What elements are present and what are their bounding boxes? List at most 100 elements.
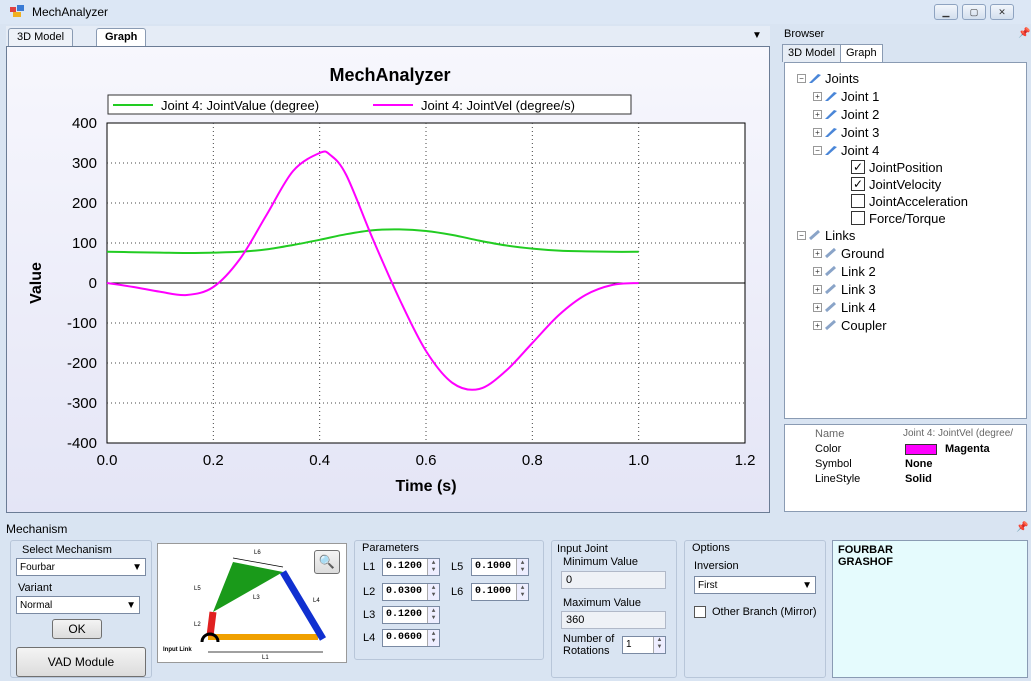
tree-node-link-4[interactable]: + Link 4 <box>813 298 876 316</box>
y-tick-label: -100 <box>67 315 97 332</box>
joint-icon <box>825 110 837 119</box>
browser-tab-3d-model[interactable]: 3D Model <box>782 44 842 62</box>
param-l6-input[interactable]: 0.1000 ▲ ▼ <box>471 583 529 601</box>
param-l3-label: L3 <box>363 609 376 621</box>
x-tick-label: 0.6 <box>416 452 437 469</box>
joint-position-checkbox[interactable]: ✓ <box>851 160 865 174</box>
spinner-icon[interactable]: ▲ ▼ <box>427 559 439 575</box>
rotations-label-line1: Number of <box>563 633 615 645</box>
diagram-label-l5: L5 <box>194 586 201 592</box>
force-torque-checkbox[interactable] <box>851 211 865 225</box>
param-l5-input[interactable]: 0.1000 ▲ ▼ <box>471 558 529 576</box>
variant-label: Variant <box>18 582 53 594</box>
param-l4-input[interactable]: 0.0600 ▲ ▼ <box>382 629 440 647</box>
tree-node-joint-3[interactable]: + Joint 3 <box>813 123 879 141</box>
expand-icon[interactable]: + <box>813 320 822 330</box>
mechanism-result-box: FOURBAR GRASHOF <box>832 540 1028 678</box>
inversion-label: Inversion <box>694 560 739 572</box>
spinner-icon[interactable]: ▲ ▼ <box>516 559 528 575</box>
tree-node-joint-2[interactable]: + Joint 2 <box>813 105 879 123</box>
rocker-link <box>279 570 327 641</box>
diagram-label-l2: L2 <box>194 622 201 628</box>
title-bar <box>0 0 1031 24</box>
tree-node-links[interactable]: − Links <box>797 226 855 244</box>
minimize-button[interactable]: ▁ <box>934 4 958 20</box>
expand-icon[interactable]: + <box>813 109 822 119</box>
legend-label-0: Joint 4: JointValue (degree) <box>161 98 319 113</box>
expand-icon[interactable]: + <box>813 302 822 312</box>
tab-3d-model[interactable]: 3D Model <box>8 28 74 46</box>
tree-node-joint-4[interactable]: − Joint 4 <box>813 141 879 159</box>
chevron-down-icon: ▼ <box>132 561 142 573</box>
tree-node-joint-velocity[interactable]: ✓ JointVelocity <box>851 176 942 192</box>
tree-node-ground[interactable]: + Ground <box>813 244 884 262</box>
tree-node-joints[interactable]: − Joints <box>797 69 859 87</box>
graph-panel: MechAnalyzer Joint 4: JointValue (degree)… <box>6 46 770 513</box>
browser-title: Browser <box>784 28 825 40</box>
x-tick-label: 1.2 <box>735 452 756 469</box>
spinner-icon[interactable]: ▲ ▼ <box>427 584 439 600</box>
tree-node-force-torque[interactable]: Force/Torque <box>851 209 946 227</box>
y-axis-label: Value <box>28 262 45 304</box>
y-tick-label: 300 <box>72 155 97 172</box>
expand-icon[interactable]: + <box>813 91 822 101</box>
property-row-color[interactable]: Color Magenta <box>815 443 990 455</box>
expand-icon[interactable]: + <box>813 127 822 137</box>
close-button[interactable]: ✕ <box>990 4 1014 20</box>
tree-node-link-3[interactable]: + Link 3 <box>813 280 876 298</box>
rotations-label-line2: Rotations <box>563 645 610 657</box>
tree-node-joint-1[interactable]: + Joint 1 <box>813 87 879 105</box>
tree-node-link-2[interactable]: + Link 2 <box>813 262 876 280</box>
spinner-icon[interactable]: ▲ ▼ <box>653 637 665 653</box>
window-title: MechAnalyzer <box>32 5 109 19</box>
tree-node-joint-acceleration[interactable]: JointAcceleration <box>851 192 968 210</box>
chart-legend-box <box>107 94 632 115</box>
joint-velocity-checkbox[interactable]: ✓ <box>851 177 865 191</box>
minimum-value-field[interactable]: 0 <box>561 571 666 589</box>
rotations-input[interactable]: 1 ▲ ▼ <box>622 636 666 654</box>
pin-icon[interactable]: 📌 <box>1018 28 1031 39</box>
diagram-label-l6: L6 <box>254 550 261 556</box>
param-l1-input[interactable]: 0.1200 ▲ ▼ <box>382 558 440 576</box>
link-icon <box>825 283 836 295</box>
parameters-title: Parameters <box>362 542 419 554</box>
spinner-icon[interactable]: ▲ ▼ <box>427 607 439 623</box>
vad-module-button[interactable]: VAD Module <box>16 647 146 677</box>
zoom-in-icon[interactable]: 🔍 <box>314 550 340 574</box>
expand-icon[interactable]: + <box>813 266 822 276</box>
property-grid: Name Joint 4: JointVel (degree/ Color Mage… <box>784 424 1027 512</box>
spinner-icon[interactable]: ▲ ▼ <box>427 630 439 646</box>
mechanism-select[interactable]: Fourbar ▼ <box>16 558 146 576</box>
param-l3-input[interactable]: 0.1200 ▲ ▼ <box>382 606 440 624</box>
app-icon <box>10 5 24 17</box>
pin-icon[interactable]: 📌 <box>1016 522 1029 533</box>
browser-tab-graph[interactable]: Graph <box>840 44 883 62</box>
collapse-icon[interactable]: − <box>797 230 806 240</box>
inversion-select[interactable]: First ▼ <box>694 576 816 594</box>
other-branch-checkbox[interactable] <box>694 606 706 618</box>
maximum-value-field[interactable]: 360 <box>561 611 666 629</box>
maximize-button[interactable]: ▢ <box>962 4 986 20</box>
expand-icon[interactable]: + <box>813 248 822 258</box>
expand-icon[interactable]: + <box>813 284 822 294</box>
property-row-name[interactable]: Name Joint 4: JointVel (degree/ <box>815 428 1014 440</box>
spinner-icon[interactable]: ▲ ▼ <box>516 584 528 600</box>
tab-graph[interactable]: Graph <box>96 28 147 46</box>
ok-button[interactable]: OK <box>52 619 102 639</box>
collapse-icon[interactable]: − <box>797 73 806 83</box>
tree-node-coupler[interactable]: + Coupler <box>813 316 887 334</box>
chevron-down-icon: ▼ <box>802 579 812 591</box>
diagram-label-l1: L1 <box>262 655 269 661</box>
property-row-symbol[interactable]: Symbol None <box>815 458 933 470</box>
joint-acceleration-checkbox[interactable] <box>851 194 865 208</box>
variant-select[interactable]: Normal ▼ <box>16 596 140 614</box>
joint-icon <box>825 146 837 155</box>
tab-list-dropdown-icon[interactable]: ▼ <box>752 30 762 41</box>
y-tick-label: 200 <box>72 195 97 212</box>
tree-node-joint-position[interactable]: ✓ JointPosition <box>851 159 943 175</box>
param-l2-label: L2 <box>363 586 376 598</box>
param-l2-input[interactable]: 0.0300 ▲ ▼ <box>382 583 440 601</box>
property-row-linestyle[interactable]: LineStyle Solid <box>815 473 932 485</box>
fourbar-diagram: L6 L5 L3 L4 L2 L1 Input Link <box>163 550 327 661</box>
collapse-icon[interactable]: − <box>813 145 822 155</box>
